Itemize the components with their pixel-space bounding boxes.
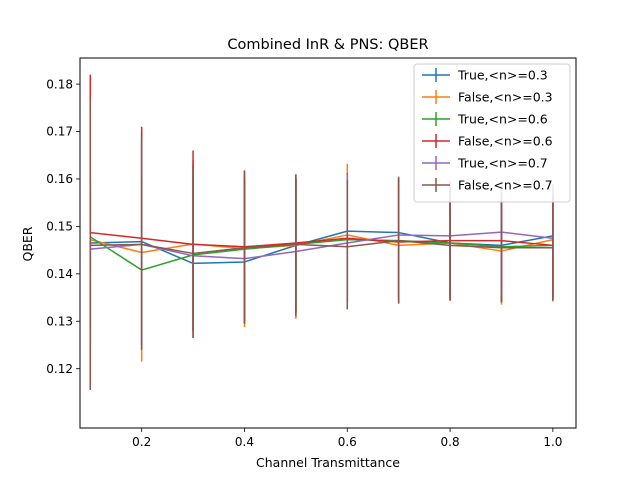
- chart-title: Combined InR & PNS: QBER: [227, 37, 428, 53]
- x-tick-label: 0.2: [132, 435, 151, 449]
- x-axis-label: Channel Transmittance: [256, 455, 400, 470]
- legend-label: True,<n>=0.7: [457, 156, 548, 171]
- axis-ticks: 0.2 0.4 0.6 0.8 1.0 0.12 0.13 0.14 0.15 0.16 0.17 0…: [46, 77, 562, 449]
- y-axis-label: QBER: [20, 226, 35, 261]
- x-tick-label: 0.8: [441, 435, 460, 449]
- y-tick-label: 0.18: [46, 77, 73, 91]
- legend-box: [413, 63, 571, 203]
- y-tick-label: 0.17: [46, 125, 73, 139]
- legend-label: False,<n>=0.3: [458, 90, 553, 105]
- x-tick-label: 0.6: [338, 435, 357, 449]
- series-6: [89, 98, 554, 391]
- series-line: [89, 231, 554, 248]
- legend-label: False,<n>=0.6: [458, 134, 553, 149]
- legend: True,<n>=0.3 False,<n>=0.3 True,<n>=0.6 Fal…: [413, 63, 571, 203]
- x-tick-label: 1.0: [543, 435, 562, 449]
- y-tick-label: 0.15: [46, 220, 73, 234]
- legend-item: False,<n>=0.6: [422, 134, 553, 149]
- legend-item: True,<n>=0.6: [422, 112, 548, 127]
- y-tick-label: 0.12: [46, 362, 73, 376]
- legend-item: False,<n>=0.7: [422, 178, 553, 193]
- legend-item: True,<n>=0.7: [422, 156, 548, 171]
- plot-area: [89, 74, 554, 391]
- legend-item: True,<n>=0.3: [422, 68, 548, 83]
- series-line: [89, 239, 554, 255]
- legend-item: False,<n>=0.3: [422, 90, 553, 105]
- axes-frame: [79, 57, 577, 429]
- legend-label: True,<n>=0.3: [457, 68, 548, 83]
- y-tick-label: 0.14: [46, 267, 73, 281]
- x-tick-label: 0.4: [235, 435, 254, 449]
- series-line: [89, 235, 554, 271]
- y-tick-label: 0.13: [46, 314, 73, 328]
- series-line: [89, 231, 554, 260]
- y-tick-label: 0.16: [46, 172, 73, 186]
- legend-label: False,<n>=0.7: [458, 178, 553, 193]
- legend-label: True,<n>=0.6: [457, 112, 548, 127]
